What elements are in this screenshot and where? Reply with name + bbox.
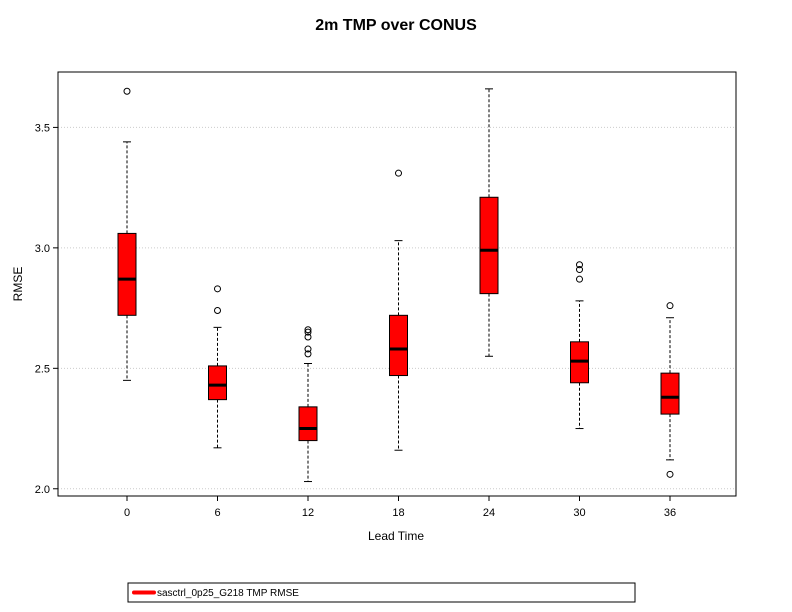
legend-label: sasctrl_0p25_G218 TMP RMSE bbox=[157, 588, 299, 599]
legend-box bbox=[127, 582, 636, 603]
outlier-point bbox=[576, 266, 583, 274]
x-tick-label: 0 bbox=[124, 507, 130, 519]
outlier-point bbox=[304, 333, 312, 341]
y-tick-label: 2.5 bbox=[35, 363, 50, 375]
legend: sasctrl_0p25_G218 TMP RMSE bbox=[127, 582, 636, 603]
outlier-point bbox=[214, 285, 221, 293]
box-24 bbox=[479, 88, 499, 357]
axis-ticks: 2.0 2.5 3.0 3.5 0 6 12 18 24 30 36 bbox=[35, 122, 676, 519]
grid-lines bbox=[58, 126, 736, 490]
x-tick-label: 24 bbox=[483, 507, 495, 519]
outlier-point bbox=[304, 345, 312, 353]
box-series bbox=[117, 87, 680, 483]
x-tick-label: 18 bbox=[392, 507, 404, 519]
outlier-point bbox=[576, 275, 583, 283]
box-36 bbox=[660, 302, 680, 478]
iqr-box bbox=[479, 196, 499, 295]
x-axis-label: Lead Time bbox=[368, 529, 424, 543]
box-30 bbox=[570, 261, 589, 430]
box-18 bbox=[389, 169, 408, 451]
y-tick-label: 3.5 bbox=[35, 122, 50, 134]
x-tick-label: 12 bbox=[302, 507, 314, 519]
chart-title: 2m TMP over CONUS bbox=[315, 17, 477, 34]
outlier-point bbox=[666, 302, 674, 310]
outlier-point bbox=[395, 169, 402, 177]
outlier-point bbox=[214, 307, 221, 314]
y-axis-label: RMSE bbox=[11, 267, 25, 302]
plot-frame bbox=[57, 71, 737, 497]
box-12 bbox=[298, 326, 318, 483]
iqr-box bbox=[389, 314, 408, 377]
iqr-box bbox=[117, 232, 137, 316]
outlier-point bbox=[304, 328, 312, 336]
iqr-box bbox=[660, 372, 680, 415]
outlier-point bbox=[304, 350, 312, 358]
x-tick-label: 30 bbox=[573, 507, 585, 519]
iqr-box bbox=[208, 365, 227, 401]
outlier-point bbox=[123, 87, 131, 95]
x-tick-label: 6 bbox=[214, 507, 220, 519]
y-tick-label: 2.0 bbox=[35, 484, 50, 496]
outlier-point bbox=[666, 470, 674, 478]
x-tick-label: 36 bbox=[664, 507, 676, 519]
box-0 bbox=[117, 87, 137, 381]
y-tick-label: 3.0 bbox=[35, 243, 50, 255]
box-6 bbox=[208, 285, 227, 449]
outlier-point bbox=[576, 261, 583, 269]
iqr-box bbox=[298, 406, 318, 442]
outlier-point bbox=[304, 326, 312, 334]
